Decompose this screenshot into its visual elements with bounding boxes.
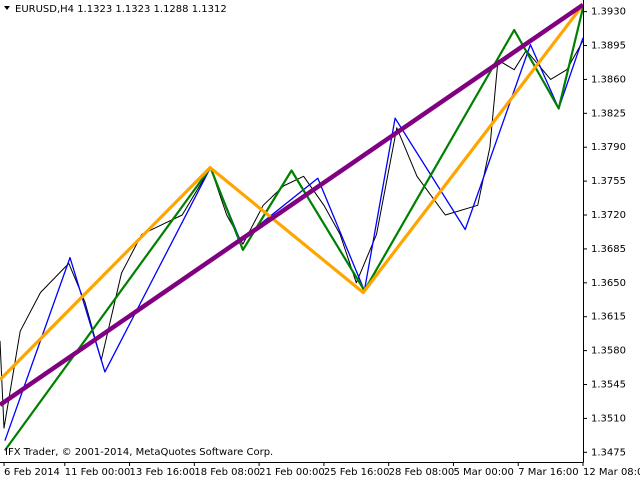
y-tick-label: 1.3790	[591, 142, 626, 153]
menu-arrow[interactable]	[4, 6, 10, 10]
y-tick-label: 1.3930	[591, 7, 626, 18]
x-tick-label: 21 Feb 00:00	[259, 467, 325, 478]
x-tick-label: 6 Feb 2014	[4, 467, 60, 478]
y-tick-label: 1.3860	[591, 74, 626, 85]
zigzag-line	[0, 40, 583, 429]
y-tick-label: 1.3755	[591, 176, 626, 187]
x-tick-label: 11 Feb 00:00	[65, 467, 131, 478]
x-tick-label: 18 Feb 08:00	[194, 467, 260, 478]
y-tick-label: 1.3825	[591, 108, 626, 119]
chart-title: EURUSD,H4 1.1323 1.1323 1.1288 1.1312	[15, 4, 227, 15]
y-tick-label: 1.3895	[591, 41, 626, 52]
y-tick-label: 1.3615	[591, 312, 626, 323]
x-tick-label: 7 Mar 16:00	[518, 467, 578, 478]
zigzag-line	[0, 3, 583, 381]
zigzag-line	[4, 37, 583, 441]
y-tick-label: 1.3650	[591, 278, 626, 289]
copyright: IFX Trader, © 2001-2014, MetaQuotes Soft…	[5, 447, 273, 458]
y-tick-label: 1.3580	[591, 346, 626, 357]
zigzag-line	[4, 7, 583, 452]
y-tick-label: 1.3720	[591, 210, 626, 221]
y-tick-label: 1.3545	[591, 380, 626, 391]
y-tick-label: 1.3475	[591, 447, 626, 458]
x-tick-label: 5 Mar 00:00	[453, 467, 513, 478]
y-tick-label: 1.3685	[591, 244, 626, 255]
x-tick-label: 25 Feb 16:00	[324, 467, 390, 478]
x-tick-label: 13 Feb 16:00	[130, 467, 196, 478]
x-tick-label: 28 Feb 08:00	[389, 467, 455, 478]
plot-area	[0, 2, 583, 452]
y-tick-label: 1.3510	[591, 413, 626, 424]
x-tick-label: 12 Mar 08:00	[583, 467, 640, 478]
zigzag-line	[0, 2, 583, 407]
